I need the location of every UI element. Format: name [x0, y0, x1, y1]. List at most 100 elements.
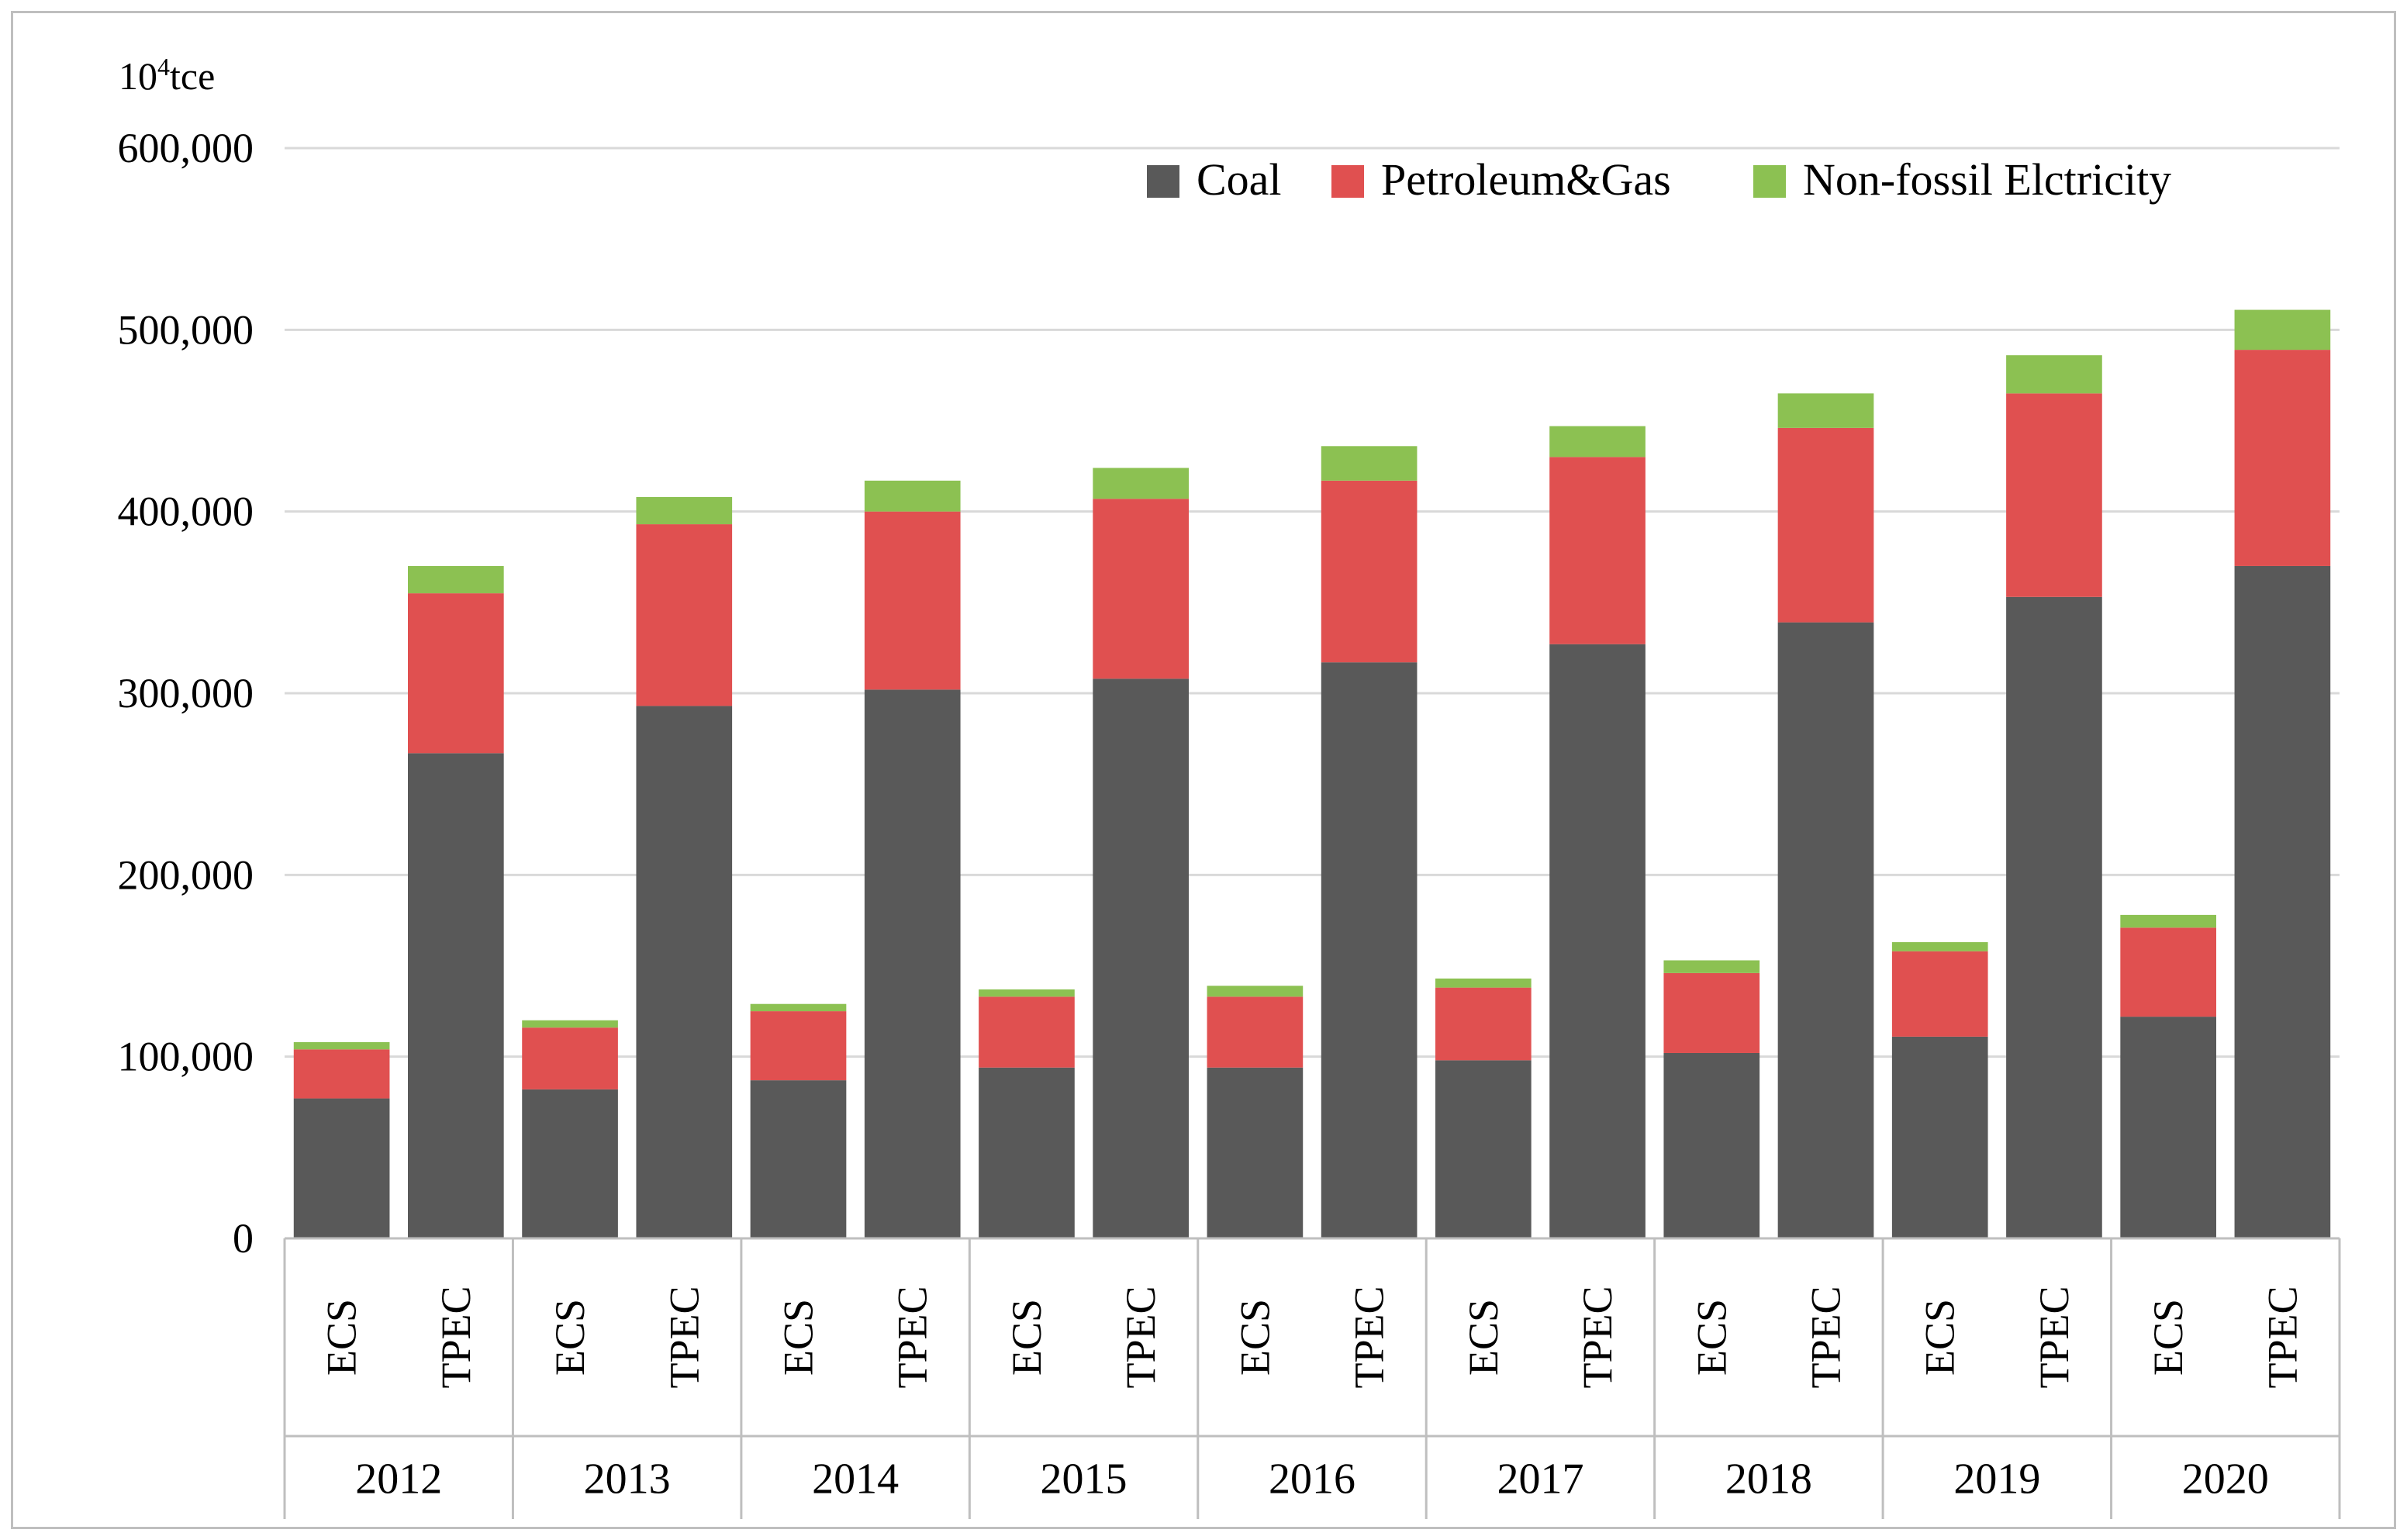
x-subcategory-label: TPEC — [1117, 1286, 1164, 1388]
bar-segment-non-fossil-elctricity — [636, 496, 733, 525]
bar-segment-petroleum-gas — [636, 524, 733, 706]
bar-segment-coal — [1663, 1052, 1760, 1238]
unit-label-suffix: tce — [170, 54, 215, 98]
legend-label: Coal — [1197, 154, 1282, 205]
x-subcategory-label: ECS — [1231, 1299, 1278, 1376]
x-subcategory-label: TPEC — [1346, 1286, 1393, 1388]
bar-segment-coal — [636, 706, 733, 1238]
bar-segment-petroleum-gas — [1321, 480, 1418, 663]
bar-segment-coal — [2006, 596, 2102, 1238]
bar-segment-petroleum-gas — [1663, 972, 1760, 1053]
x-subcategory-label: ECS — [775, 1299, 822, 1376]
x-subcategory-label: ECS — [1917, 1299, 1963, 1376]
x-subcategory-label: TPEC — [889, 1286, 936, 1388]
bar-segment-coal — [2234, 565, 2331, 1238]
x-subcategory-label: TPEC — [1803, 1286, 1849, 1388]
bar-segment-coal — [864, 689, 961, 1238]
x-group-label: 2017 — [1497, 1455, 1583, 1504]
bar-segment-non-fossil-elctricity — [2234, 309, 2331, 350]
bar-segment-petroleum-gas — [2234, 350, 2331, 566]
bar-segment-non-fossil-elctricity — [864, 480, 961, 512]
bar-segment-coal — [522, 1089, 618, 1238]
bar-segment-petroleum-gas — [1435, 987, 1532, 1061]
x-group-label: 2013 — [584, 1455, 671, 1504]
bar-segment-non-fossil-elctricity — [750, 1003, 847, 1012]
stacked-bar-chart: 0 100,000 200,000 300,000 400,000 500,000 600,… — [118, 53, 2341, 1519]
bar-segment-petroleum-gas — [2120, 927, 2216, 1017]
bar-segment-coal — [750, 1080, 847, 1238]
bar-segment-petroleum-gas — [2006, 393, 2102, 597]
y-tick-label: 300,000 — [118, 670, 254, 716]
bar-segment-coal — [1549, 644, 1646, 1238]
legend-swatch — [1331, 165, 1364, 198]
bar-segment-coal — [1435, 1060, 1532, 1238]
legend: Coal Petroleum&Gas Non-fossil Elctricity — [1147, 154, 2171, 205]
bar-segment-coal — [1321, 662, 1418, 1238]
bar-segment-petroleum-gas — [408, 593, 504, 754]
chart-frame: 0 100,000 200,000 300,000 400,000 500,000 600,… — [11, 11, 2396, 1529]
x-group-label: 2020 — [2182, 1455, 2269, 1504]
legend-swatch — [1753, 165, 1786, 198]
legend-label: Petroleum&Gas — [1381, 154, 1671, 205]
axes: 0 100,000 200,000 300,000 400,000 500,000 600,… — [118, 125, 2341, 1519]
y-tick-label: 0 — [233, 1215, 254, 1262]
bar-segment-petroleum-gas — [1549, 457, 1646, 644]
x-subcategory-label: TPEC — [433, 1286, 479, 1388]
bar-segment-coal — [1207, 1067, 1304, 1238]
x-subcategory-label: ECS — [319, 1299, 365, 1376]
bar-segment-petroleum-gas — [1207, 996, 1304, 1068]
bar-segment-non-fossil-elctricity — [293, 1041, 390, 1050]
bar-segment-non-fossil-elctricity — [1777, 393, 1874, 428]
x-group-label: 2015 — [1041, 1455, 1128, 1504]
bar-segment-non-fossil-elctricity — [1093, 468, 1189, 499]
x-group-label: 2016 — [1269, 1455, 1355, 1504]
bar-segment-non-fossil-elctricity — [2120, 914, 2216, 928]
bar-segment-non-fossil-elctricity — [1891, 942, 1988, 951]
bar-segment-petroleum-gas — [1093, 499, 1189, 679]
y-tick-label: 100,000 — [118, 1034, 254, 1080]
bar-segment-non-fossil-elctricity — [2006, 355, 2102, 394]
bar-segment-non-fossil-elctricity — [1663, 960, 1760, 973]
x-group-label: 2018 — [1725, 1455, 1812, 1504]
legend-swatch — [1147, 165, 1179, 198]
bar-segment-petroleum-gas — [522, 1027, 618, 1089]
bar-segment-petroleum-gas — [750, 1011, 847, 1081]
unit-label-base: 10 — [119, 54, 157, 98]
bar-segment-coal — [293, 1098, 390, 1238]
bar-segment-coal — [1777, 622, 1874, 1238]
bar-segment-coal — [2120, 1017, 2216, 1238]
bar-segment-non-fossil-elctricity — [1321, 446, 1418, 481]
x-group-label: 2012 — [355, 1455, 442, 1504]
bar-segment-coal — [979, 1067, 1075, 1238]
y-tick-label: 600,000 — [118, 125, 254, 171]
x-subcategory-label: TPEC — [661, 1286, 707, 1388]
y-tick-label: 200,000 — [118, 851, 254, 898]
bar-segment-coal — [408, 753, 504, 1238]
bar-segment-petroleum-gas — [864, 511, 961, 690]
x-subcategory-label: ECS — [2145, 1299, 2191, 1376]
x-group-label: 2019 — [1953, 1455, 2040, 1504]
bar-segment-petroleum-gas — [1891, 951, 1988, 1037]
x-subcategory-label: ECS — [1688, 1299, 1735, 1376]
x-subcategory-label: TPEC — [2031, 1286, 2077, 1388]
bar-segment-coal — [1891, 1036, 1988, 1238]
y-unit-label: 104tce — [119, 53, 215, 98]
x-subcategory-label: TPEC — [2259, 1286, 2305, 1388]
bar-segment-petroleum-gas — [979, 996, 1075, 1068]
y-tick-label: 500,000 — [118, 306, 254, 353]
bar-segment-non-fossil-elctricity — [408, 565, 504, 594]
bar-segment-non-fossil-elctricity — [1435, 978, 1532, 988]
bar-segment-non-fossil-elctricity — [1549, 426, 1646, 458]
bar-segment-non-fossil-elctricity — [522, 1020, 618, 1028]
bar-segment-petroleum-gas — [293, 1049, 390, 1099]
x-subcategory-label: ECS — [1460, 1299, 1507, 1376]
gridlines — [285, 147, 2340, 1058]
bar-segment-coal — [1093, 678, 1189, 1238]
x-subcategory-label: ECS — [547, 1299, 593, 1376]
bar-segment-petroleum-gas — [1777, 427, 1874, 623]
x-group-label: 2014 — [812, 1455, 899, 1504]
bars — [293, 309, 2331, 1238]
x-subcategory-label: TPEC — [1574, 1286, 1621, 1388]
legend-label: Non-fossil Elctricity — [1803, 154, 2171, 205]
x-subcategory-label: ECS — [1003, 1299, 1050, 1376]
